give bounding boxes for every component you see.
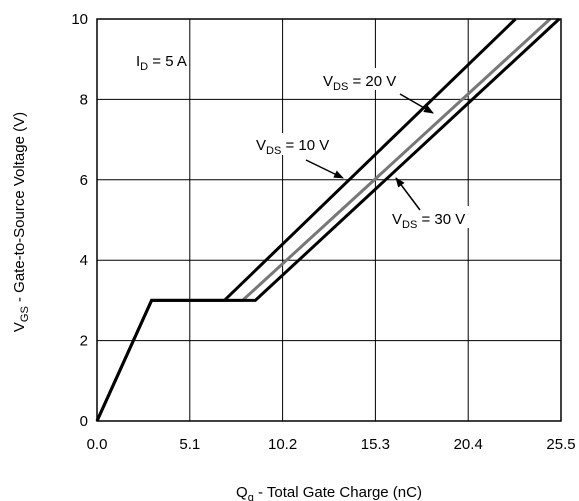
x-tick-label: 15.3 — [361, 436, 390, 453]
y-axis-label: VGS - Gate-to-Source Voltage (V) — [11, 112, 31, 332]
plot-frame — [96, 18, 562, 422]
arrow-vds-10v — [305, 159, 344, 179]
series-lines — [95, 17, 561, 422]
y-tick-labels: 0 2 4 6 8 10 — [71, 11, 88, 430]
svg-text:VDS = 30 V: VDS = 30 V — [392, 211, 465, 231]
annotation-id-current: ID = 5 A — [136, 53, 187, 73]
x-tick-label: 10.2 — [268, 436, 297, 453]
x-tick-label: 20.4 — [454, 436, 483, 453]
y-tick-label: 6 — [80, 172, 88, 189]
annotation-vds-10v: VDS = 10 V — [253, 133, 357, 157]
arrow-vds-30v — [395, 177, 421, 211]
svg-text:VDS = 20 V: VDS = 20 V — [323, 73, 396, 93]
y-tick-label: 4 — [80, 252, 88, 269]
x-tick-label: 25.5 — [546, 436, 575, 453]
x-tick-labels: 0.0 5.1 10.2 15.3 20.4 25.5 — [87, 436, 576, 453]
annotation-vds-30v: VDS = 30 V — [388, 206, 498, 231]
svg-text:VDS = 10 V: VDS = 10 V — [256, 137, 329, 157]
x-tick-label: 5.1 — [179, 436, 200, 453]
y-tick-label: 10 — [71, 11, 88, 28]
arrow-vds-20v — [399, 93, 434, 114]
x-axis-label: Qg - Total Gate Charge (nC) — [236, 484, 422, 501]
series-line-3 — [95, 17, 561, 422]
annotation-vds-20v: VDS = 20 V — [318, 68, 433, 93]
x-tick-label: 0.0 — [87, 436, 108, 453]
y-tick-label: 8 — [80, 91, 88, 108]
y-tick-label: 2 — [80, 333, 88, 350]
y-tick-label: 0 — [80, 413, 88, 430]
